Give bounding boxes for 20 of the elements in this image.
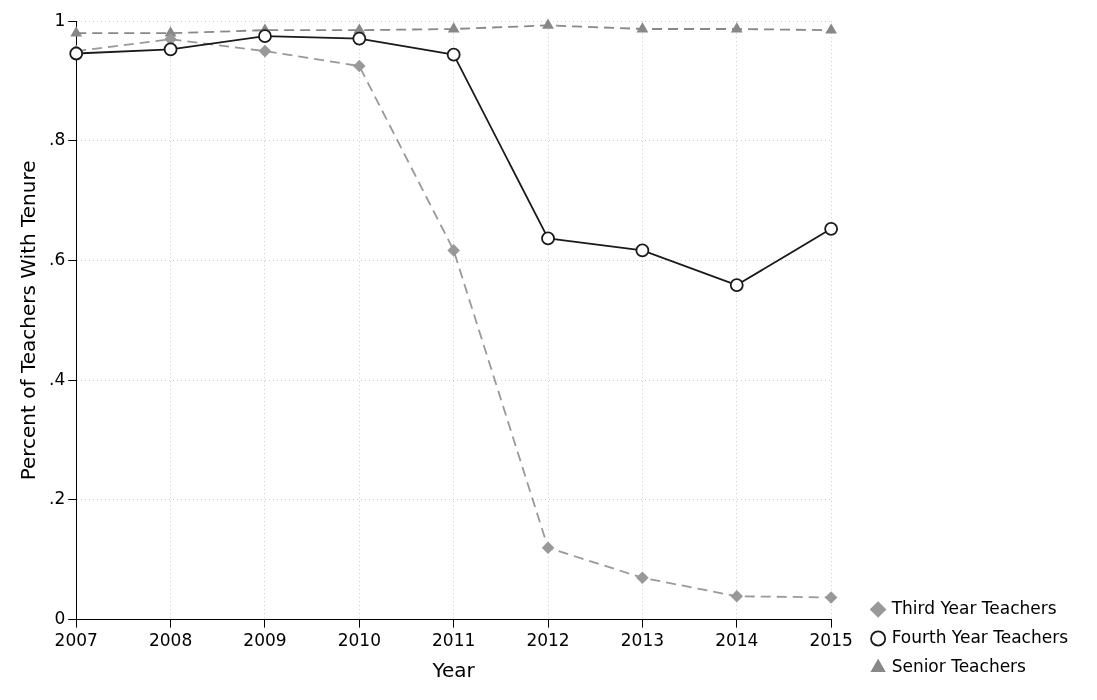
- y-tick-label: .2: [48, 488, 66, 509]
- y-tick-label: .8: [48, 129, 66, 150]
- x-tick-label: 2011: [432, 630, 476, 651]
- legend-label: Third Year Teachers: [890, 597, 1057, 618]
- x-tick-label: 2010: [337, 630, 381, 651]
- y-tick-label: 0: [54, 608, 66, 629]
- y-tick-label: 1: [54, 9, 66, 30]
- x-tick-label: 2009: [243, 630, 287, 651]
- y-tick-label: .6: [48, 248, 66, 269]
- x-tick-label: 2015: [809, 630, 853, 651]
- y-axis-title: Percent of Teachers With Tenure: [16, 160, 41, 481]
- x-tick-label: 2012: [526, 630, 570, 651]
- legend-label: Fourth Year Teachers: [891, 626, 1069, 647]
- x-tick-label: 2008: [148, 630, 193, 651]
- y-tick-label: .4: [48, 368, 66, 389]
- x-tick-label: 2014: [715, 630, 759, 651]
- x-tick-label: 2013: [620, 630, 665, 651]
- legend-label: Senior Teachers: [891, 655, 1027, 676]
- x-axis-title: Year: [431, 658, 476, 683]
- x-tick-label: 2007: [54, 630, 98, 651]
